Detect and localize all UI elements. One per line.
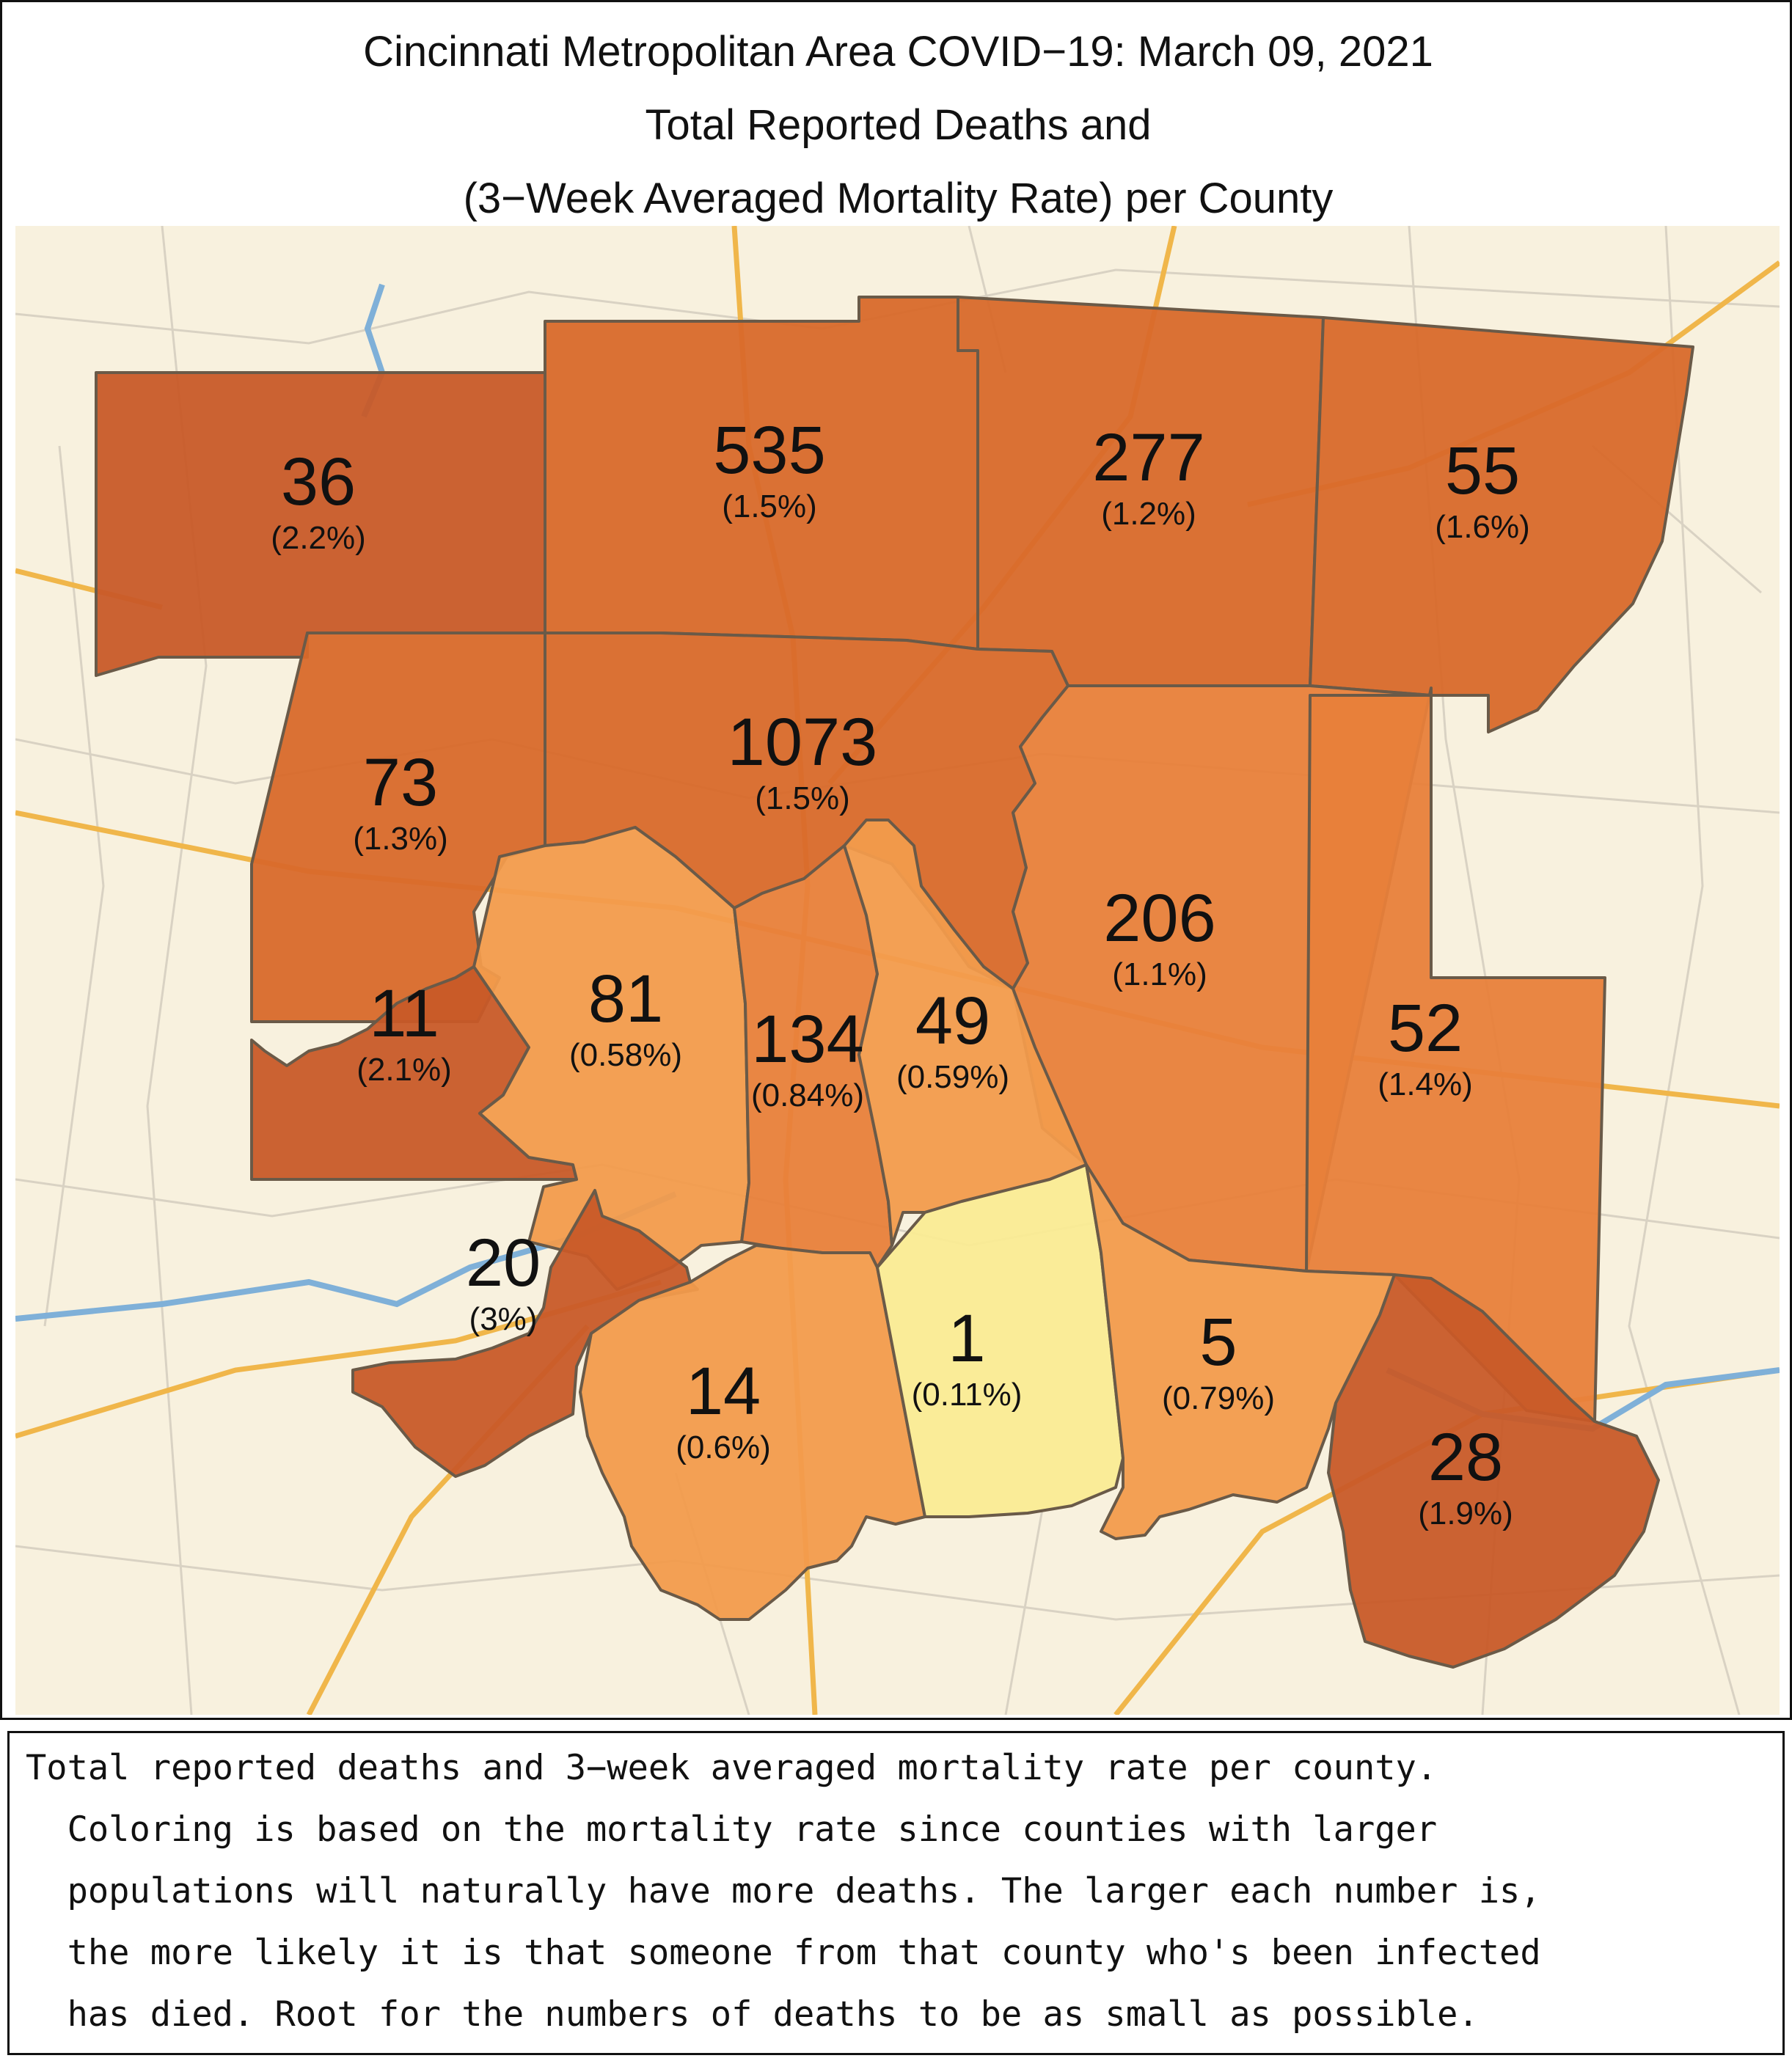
deaths-label-e1: 206: [1103, 881, 1216, 956]
rate-label-s2: (0.11%): [912, 1377, 1023, 1413]
rate-label-k1: (0.58%): [569, 1037, 682, 1073]
deaths-label-s2: 1: [948, 1301, 985, 1376]
deaths-label-k1: 81: [588, 962, 663, 1036]
caption-line-3: populations will naturally have more dea…: [26, 1871, 1541, 1911]
counties: [95, 296, 1694, 1669]
title-line-2: Total Reported Deaths and: [645, 101, 1152, 149]
caption-line-1: Total reported deaths and 3−week average…: [26, 1748, 1438, 1788]
county-labels: 36 (2.2%) 535 (1.5%) 277 (1.2%) 55 (1.6%…: [271, 413, 1530, 1531]
caption-line-5: has died. Root for the numbers of deaths…: [26, 1994, 1479, 2035]
caption-line-2: Coloring is based on the mortality rate …: [26, 1809, 1438, 1850]
deaths-label-n1: 535: [713, 413, 826, 488]
county-map: 36 (2.2%) 535 (1.5%) 277 (1.2%) 55 (1.6%…: [15, 226, 1780, 1715]
rate-label-k2: (0.84%): [751, 1077, 864, 1113]
rate-label-nw: (2.2%): [271, 520, 366, 556]
rate-label-n2: (1.2%): [1101, 496, 1196, 532]
rate-label-s3: (0.79%): [1162, 1380, 1275, 1416]
rate-label-ne: (1.6%): [1435, 509, 1530, 545]
title-line-1: Cincinnati Metropolitan Area COVID−19: M…: [363, 28, 1433, 76]
deaths-label-k2: 134: [751, 1002, 864, 1077]
deaths-label-sw2: 20: [466, 1226, 541, 1300]
rate-label-center: (1.5%): [755, 780, 850, 816]
map-title: Cincinnati Metropolitan Area COVID−19: M…: [2, 15, 1792, 235]
caption-line-4: the more likely it is that someone from …: [26, 1933, 1541, 1973]
county-s3[interactable]: [1085, 1163, 1396, 1540]
deaths-label-k3: 49: [915, 984, 990, 1058]
deaths-label-ne: 55: [1445, 433, 1520, 508]
county-se[interactable]: [1327, 1273, 1660, 1669]
title-line-3: (3−Week Averaged Mortality Rate) per Cou…: [463, 175, 1334, 222]
deaths-label-e2: 52: [1388, 991, 1463, 1066]
deaths-label-w: 73: [363, 745, 438, 820]
rate-label-w: (1.3%): [353, 821, 448, 857]
rate-label-sw1: (2.1%): [356, 1052, 452, 1088]
county-s1[interactable]: [579, 1244, 926, 1621]
deaths-label-s1: 14: [686, 1354, 761, 1429]
map-caption: Total reported deaths and 3−week average…: [7, 1731, 1785, 2055]
rate-label-e2: (1.4%): [1378, 1066, 1473, 1102]
deaths-label-sw1: 11: [369, 976, 439, 1051]
rate-label-s1: (0.6%): [676, 1429, 771, 1465]
rate-label-se: (1.9%): [1418, 1496, 1513, 1531]
rate-label-e1: (1.1%): [1112, 956, 1207, 992]
county-sw2[interactable]: [351, 1189, 699, 1478]
rate-label-k3: (0.59%): [896, 1059, 1009, 1095]
deaths-label-se: 28: [1428, 1420, 1503, 1495]
deaths-label-nw: 36: [281, 444, 356, 519]
map-figure: Cincinnati Metropolitan Area COVID−19: M…: [0, 0, 1792, 1720]
deaths-label-center: 1073: [728, 705, 878, 780]
rate-label-n1: (1.5%): [722, 488, 817, 524]
deaths-label-n2: 277: [1092, 420, 1205, 495]
rate-label-sw2: (3%): [469, 1301, 538, 1337]
deaths-label-s3: 5: [1199, 1305, 1237, 1380]
